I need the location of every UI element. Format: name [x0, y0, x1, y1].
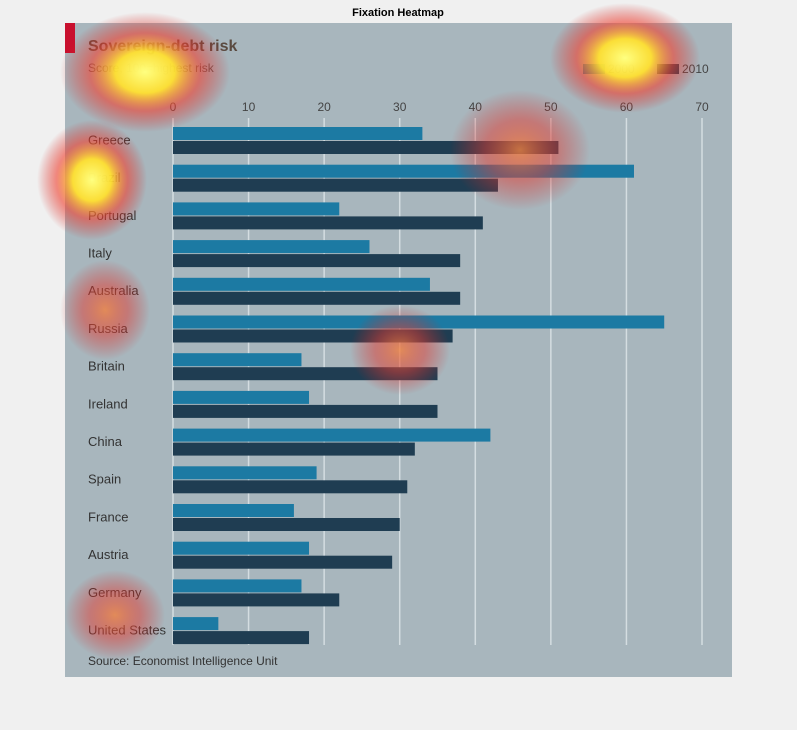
y-tick-label: Ireland [88, 396, 128, 411]
bar [173, 254, 461, 268]
fixation-blob [65, 570, 165, 660]
bar [173, 555, 393, 569]
bar [173, 617, 219, 631]
bar [173, 277, 430, 291]
source: Source: Economist Intelligence Unit [88, 654, 278, 668]
bar [173, 178, 498, 192]
x-tick-label: 10 [242, 100, 256, 114]
bar [173, 428, 491, 442]
bar [173, 390, 310, 404]
bar [173, 353, 302, 367]
x-tick-label: 20 [317, 100, 331, 114]
bar [173, 518, 400, 531]
fixation-blob [550, 3, 700, 113]
bar [173, 127, 423, 140]
brand-mark [65, 23, 75, 53]
bar [173, 579, 302, 593]
bar [173, 216, 483, 230]
bar [173, 404, 438, 418]
bar [173, 631, 310, 645]
figure-title: Fixation Heatmap [352, 7, 444, 19]
fixation-blob [37, 120, 147, 240]
heatmap [37, 3, 700, 660]
fixation-blob [60, 260, 150, 360]
y-tick-label: China [88, 434, 123, 449]
fixation-blob [60, 12, 230, 132]
y-tick-label: Spain [88, 472, 121, 487]
fixation-blob [450, 90, 590, 210]
y-tick-label: Britain [88, 359, 125, 374]
bar [173, 504, 294, 517]
y-tick-label: Austria [88, 547, 129, 562]
bar [173, 291, 461, 305]
x-tick-label: 30 [393, 100, 407, 114]
bar [173, 442, 415, 456]
bar [173, 466, 317, 480]
bar [173, 541, 310, 555]
x-tick-label: 70 [695, 100, 709, 114]
y-tick-label: France [88, 509, 128, 524]
bar [173, 202, 340, 216]
bar [173, 480, 408, 494]
y-tick-label: Italy [88, 246, 112, 261]
fixation-blob [350, 305, 450, 395]
bar [173, 593, 340, 607]
bar [173, 240, 370, 254]
